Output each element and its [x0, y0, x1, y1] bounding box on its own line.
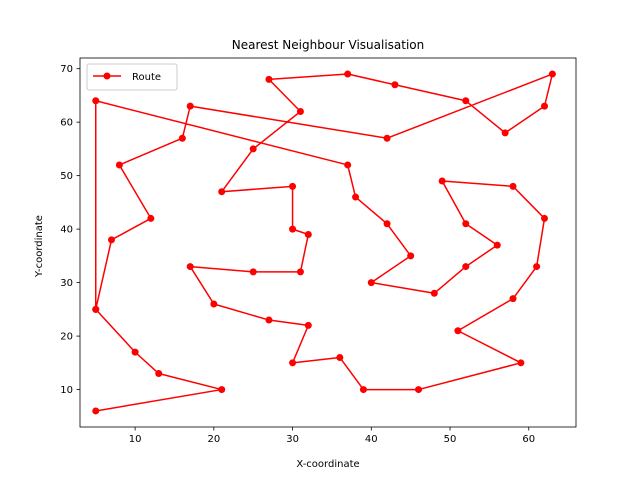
route-point	[517, 359, 525, 367]
y-tick-label: 40	[60, 225, 73, 236]
route-point	[218, 188, 226, 196]
route-point	[265, 316, 273, 324]
route-point	[178, 134, 186, 142]
route-point	[296, 107, 304, 115]
route-point	[289, 182, 297, 190]
route-point	[296, 268, 304, 276]
route-point	[493, 241, 501, 249]
axes-frame	[79, 57, 577, 428]
y-tick-label: 30	[60, 278, 73, 289]
route-point	[462, 97, 470, 105]
route-point	[415, 386, 423, 394]
x-tick-label: 40	[365, 434, 378, 445]
plot-area: 10 20 30 40 50 60 10 20 30 40 50 60 70	[60, 57, 577, 445]
route-point	[336, 353, 344, 361]
route-point	[344, 70, 352, 78]
route-point	[186, 102, 194, 110]
legend-label: Route	[132, 72, 161, 83]
route-point	[548, 70, 556, 78]
legend: Route	[86, 63, 178, 91]
route-point	[92, 97, 100, 105]
y-tick-label: 50	[60, 171, 73, 182]
route-point	[462, 220, 470, 228]
route-point	[352, 193, 360, 201]
route-point	[344, 161, 352, 169]
x-tick-label: 50	[444, 434, 457, 445]
x-tick-label: 20	[207, 434, 220, 445]
route-point	[367, 279, 375, 287]
route-line	[95, 73, 554, 412]
route-point	[509, 295, 517, 303]
route-point	[383, 220, 391, 228]
route-point	[265, 75, 273, 83]
route-point	[407, 252, 415, 260]
route-point	[438, 177, 446, 185]
route-point	[383, 134, 391, 142]
route-point	[249, 145, 257, 153]
y-tick-label: 60	[60, 118, 73, 129]
y-tick-label: 10	[60, 385, 73, 396]
route-point	[289, 359, 297, 367]
route-point	[210, 300, 218, 308]
route-point	[304, 230, 312, 238]
legend-marker-swatch	[103, 72, 111, 80]
route-point	[115, 161, 123, 169]
y-tick-label: 20	[60, 332, 73, 343]
route-point	[430, 289, 438, 297]
route-point	[541, 102, 549, 110]
route-point	[501, 129, 509, 137]
y-axis-label: Y-coordinate	[34, 215, 45, 278]
x-tick-label: 60	[522, 434, 535, 445]
route-point	[509, 182, 517, 190]
route-point	[533, 263, 541, 271]
route-point	[186, 263, 194, 271]
route-point	[107, 236, 115, 244]
route-point	[218, 386, 226, 394]
route-point	[92, 407, 100, 415]
route-point	[391, 81, 399, 89]
x-tick-label: 10	[129, 434, 142, 445]
route-point	[155, 370, 163, 378]
legend-box	[86, 63, 178, 91]
route-point	[454, 327, 462, 335]
route-point	[92, 305, 100, 313]
route-point	[541, 214, 549, 222]
route-point	[462, 263, 470, 271]
route-point	[304, 321, 312, 329]
x-axis-label: X-coordinate	[296, 459, 359, 470]
y-tick-label: 70	[60, 64, 73, 75]
chart-title: Nearest Neighbour Visualisation	[232, 38, 425, 52]
route-point	[131, 348, 139, 356]
route-point	[289, 225, 297, 233]
x-tick-label: 30	[286, 434, 299, 445]
route-point	[249, 268, 257, 276]
route-point	[359, 386, 367, 394]
route-point	[147, 214, 155, 222]
